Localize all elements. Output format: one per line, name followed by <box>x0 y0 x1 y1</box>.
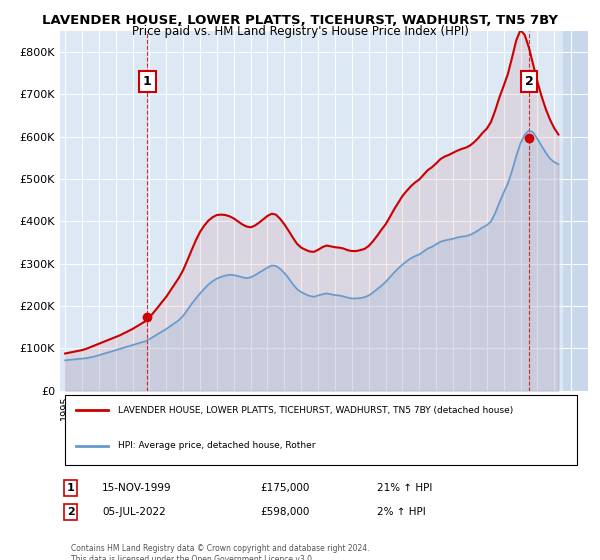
Text: 2: 2 <box>525 75 533 88</box>
Text: 15-NOV-1999: 15-NOV-1999 <box>102 483 172 493</box>
Text: 21% ↑ HPI: 21% ↑ HPI <box>377 483 432 493</box>
Text: Price paid vs. HM Land Registry's House Price Index (HPI): Price paid vs. HM Land Registry's House … <box>131 25 469 38</box>
Text: 1: 1 <box>143 75 152 88</box>
Text: Contains HM Land Registry data © Crown copyright and database right 2024.
This d: Contains HM Land Registry data © Crown c… <box>71 544 369 560</box>
Text: LAVENDER HOUSE, LOWER PLATTS, TICEHURST, WADHURST, TN5 7BY: LAVENDER HOUSE, LOWER PLATTS, TICEHURST,… <box>42 14 558 27</box>
Text: 1: 1 <box>67 483 74 493</box>
Text: 05-JUL-2022: 05-JUL-2022 <box>102 507 166 517</box>
Text: 2% ↑ HPI: 2% ↑ HPI <box>377 507 425 517</box>
Text: £175,000: £175,000 <box>260 483 310 493</box>
Text: £598,000: £598,000 <box>260 507 310 517</box>
Text: LAVENDER HOUSE, LOWER PLATTS, TICEHURST, WADHURST, TN5 7BY (detached house): LAVENDER HOUSE, LOWER PLATTS, TICEHURST,… <box>118 406 514 415</box>
FancyBboxPatch shape <box>65 395 577 465</box>
Text: HPI: Average price, detached house, Rother: HPI: Average price, detached house, Roth… <box>118 441 316 450</box>
Text: 2: 2 <box>67 507 74 517</box>
Bar <box>563 31 588 391</box>
